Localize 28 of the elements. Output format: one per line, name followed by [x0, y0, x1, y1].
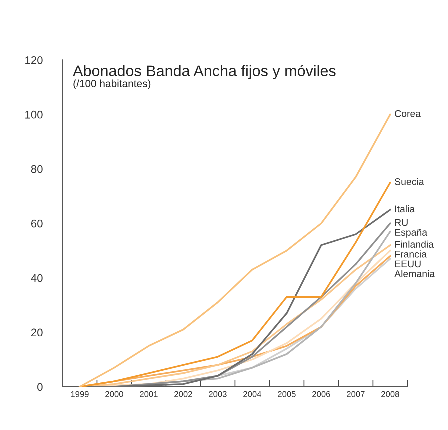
y-tick-label: 0 — [38, 383, 43, 392]
y-tick-label: 40 — [31, 274, 43, 282]
y-tick-label: 60 — [31, 220, 43, 228]
x-tick-label: 2005 — [278, 391, 296, 398]
series-label: Suecia — [395, 178, 424, 186]
series-label: Francia — [395, 250, 427, 258]
series-label: Italia — [395, 205, 416, 213]
x-tick-label: 2003 — [209, 391, 227, 398]
x-tick-label: 1999 — [71, 391, 89, 398]
x-tick-label: 2007 — [347, 391, 365, 398]
x-tick-label: 2006 — [312, 391, 330, 398]
series-label: Finlandia — [395, 240, 434, 248]
series-label: España — [395, 228, 428, 238]
x-tick-label: 2002 — [174, 391, 192, 398]
y-tick-label: 20 — [31, 328, 43, 337]
text: (/100 habitantes) — [74, 80, 151, 90]
x-tick-label: 2001 — [140, 391, 158, 398]
series-label: RU — [395, 219, 408, 226]
x-tick-label: 2008 — [382, 391, 400, 398]
x-tick-label: 2004 — [244, 391, 262, 398]
x-tick-label: 2000 — [106, 391, 124, 398]
series-label: EEUU — [395, 260, 421, 268]
y-tick-label: 80 — [31, 165, 43, 174]
chart-title: Abonados Banda Ancha fijos y móviles — [73, 65, 336, 80]
y-tick-label: 100 — [26, 110, 43, 119]
series-label: Corea — [395, 110, 422, 118]
series-label: Alemania — [394, 270, 436, 278]
y-tick-label: 120 — [26, 56, 43, 64]
